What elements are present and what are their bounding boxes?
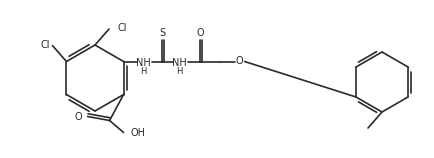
Text: NH: NH bbox=[136, 58, 151, 67]
Text: H: H bbox=[176, 67, 183, 76]
Text: H: H bbox=[140, 67, 147, 76]
Text: O: O bbox=[75, 112, 82, 122]
Text: NH: NH bbox=[172, 58, 187, 67]
Text: S: S bbox=[160, 28, 166, 39]
Text: Cl: Cl bbox=[41, 40, 50, 49]
Text: OH: OH bbox=[131, 128, 145, 139]
Text: Cl: Cl bbox=[117, 23, 126, 33]
Text: O: O bbox=[236, 57, 243, 67]
Text: O: O bbox=[197, 28, 204, 39]
